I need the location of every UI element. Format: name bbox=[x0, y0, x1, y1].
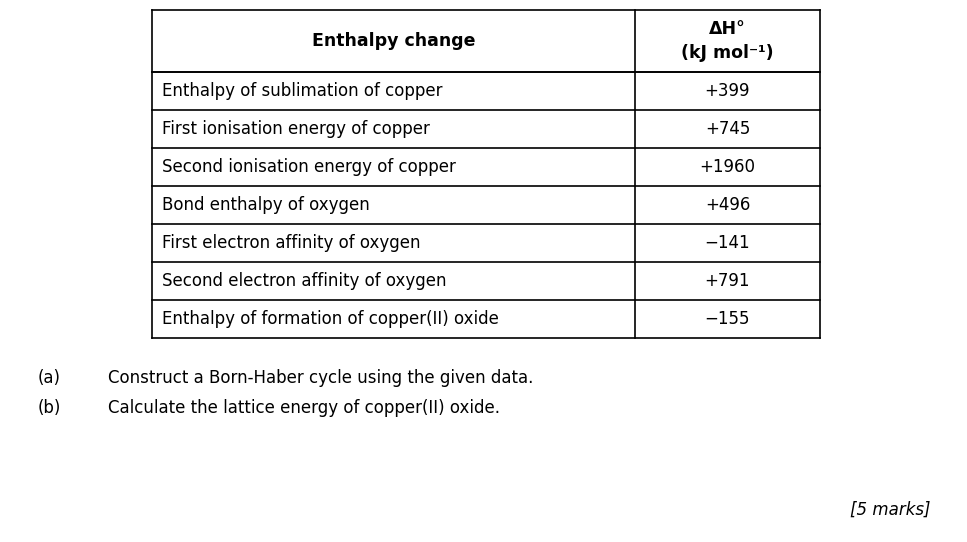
Text: (b): (b) bbox=[38, 399, 61, 417]
Text: First ionisation energy of copper: First ionisation energy of copper bbox=[162, 120, 430, 138]
Text: Enthalpy change: Enthalpy change bbox=[311, 32, 475, 50]
Text: ΔH°
(kJ mol⁻¹): ΔH° (kJ mol⁻¹) bbox=[681, 20, 774, 62]
Text: Second ionisation energy of copper: Second ionisation energy of copper bbox=[162, 158, 455, 176]
Text: +496: +496 bbox=[705, 196, 750, 214]
Text: Calculate the lattice energy of copper(II) oxide.: Calculate the lattice energy of copper(I… bbox=[108, 399, 500, 417]
Text: (a): (a) bbox=[38, 369, 61, 387]
Text: Enthalpy of formation of copper(II) oxide: Enthalpy of formation of copper(II) oxid… bbox=[162, 310, 499, 328]
Text: Bond enthalpy of oxygen: Bond enthalpy of oxygen bbox=[162, 196, 369, 214]
Text: +1960: +1960 bbox=[699, 158, 755, 176]
Text: +399: +399 bbox=[705, 82, 750, 100]
Text: −155: −155 bbox=[705, 310, 750, 328]
Text: Construct a Born-Haber cycle using the given data.: Construct a Born-Haber cycle using the g… bbox=[108, 369, 534, 387]
Text: [5 marks]: [5 marks] bbox=[849, 501, 930, 519]
Text: Enthalpy of sublimation of copper: Enthalpy of sublimation of copper bbox=[162, 82, 443, 100]
Text: +745: +745 bbox=[705, 120, 750, 138]
Text: First electron affinity of oxygen: First electron affinity of oxygen bbox=[162, 234, 421, 252]
Text: +791: +791 bbox=[705, 272, 750, 290]
Text: −141: −141 bbox=[705, 234, 750, 252]
Text: Second electron affinity of oxygen: Second electron affinity of oxygen bbox=[162, 272, 447, 290]
